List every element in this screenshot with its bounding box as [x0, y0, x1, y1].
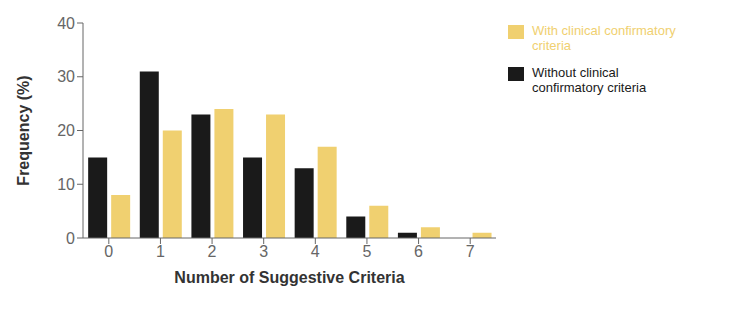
svg-text:Frequency (%): Frequency (%) [15, 75, 32, 185]
svg-text:5: 5 [362, 243, 371, 260]
svg-text:0: 0 [66, 230, 75, 247]
html-text:With clinical confirmatory cri: With clinical confirmatory criteria [532, 23, 676, 53]
svg-text:30: 30 [57, 68, 75, 85]
svg-text:7: 7 [466, 243, 475, 260]
svg-text:2: 2 [208, 243, 217, 260]
svg-text:4: 4 [311, 243, 320, 260]
svg-text:1: 1 [156, 243, 165, 260]
svg-text:0: 0 [104, 243, 113, 260]
svg-text:6: 6 [414, 243, 423, 260]
html-text:Without clinical confirmatory: Without clinical confirmatory criteria [532, 65, 647, 95]
svg-text:Number of Suggestive Criteria: Number of Suggestive Criteria [174, 269, 404, 286]
svg-text:40: 40 [57, 15, 75, 32]
svg-text:10: 10 [57, 176, 75, 193]
svg-text:3: 3 [259, 243, 268, 260]
svg-text:20: 20 [57, 122, 75, 139]
